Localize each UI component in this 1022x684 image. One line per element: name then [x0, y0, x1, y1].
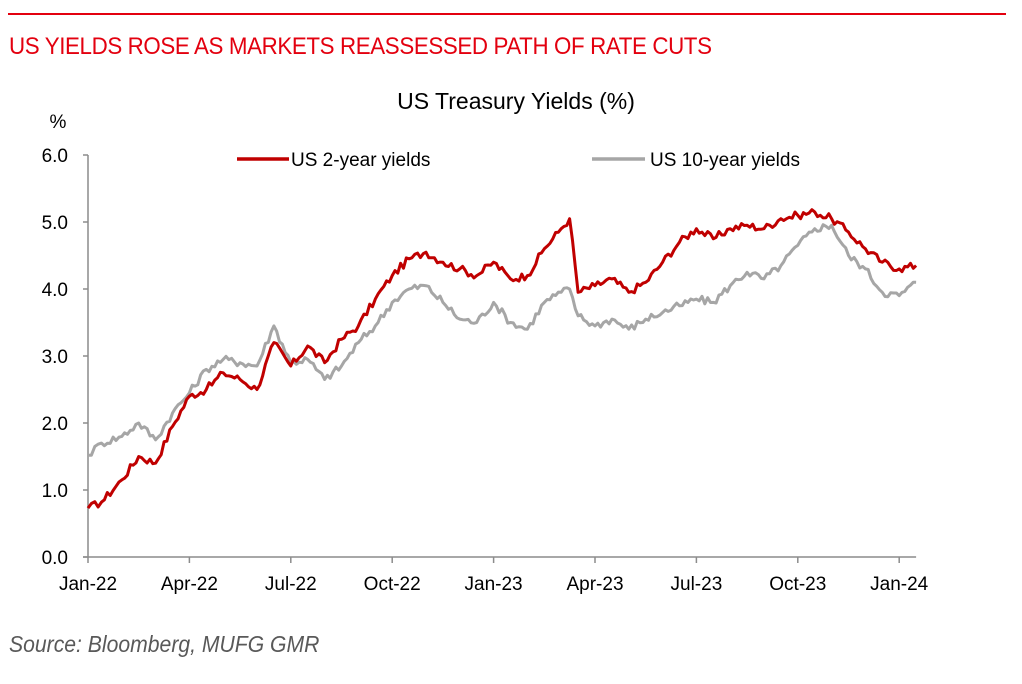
x-tick-label: Jan-22 [59, 574, 117, 595]
x-tick-label: Oct-23 [769, 574, 826, 595]
x-tick-label: Apr-23 [566, 574, 623, 595]
top-rule [8, 13, 1006, 15]
source-note: Source: Bloomberg, MUFG GMR [9, 631, 320, 657]
chart-title: US Treasury Yields (%) [397, 88, 635, 114]
series-line-2y [86, 208, 918, 509]
x-tick-label: Jan-23 [465, 574, 523, 595]
y-tick-label: 2.0 [42, 414, 68, 435]
x-tick-label: Jul-22 [265, 574, 317, 595]
legend-label-10y: US 10-year yields [650, 150, 800, 171]
y-tick-label: 3.0 [42, 347, 68, 368]
y-axis: 0.0 1.0 2.0 3.0 4.0 5.0 6.0 [42, 146, 89, 569]
x-tick-label: Jan-24 [870, 574, 929, 595]
x-tick-label: Apr-22 [161, 574, 218, 595]
x-tick-label: Oct-22 [364, 574, 421, 595]
y-tick-label: 5.0 [42, 213, 68, 234]
series-layer [86, 208, 918, 509]
y-axis-label: % [50, 112, 67, 133]
headline: US YIELDS ROSE AS MARKETS REASSESSED PAT… [9, 33, 712, 60]
series-line-10y [88, 223, 917, 457]
legend-label-2y: US 2-year yields [291, 150, 430, 171]
y-tick-label: 6.0 [42, 146, 68, 167]
legend: US 2-year yields US 10-year yields [237, 150, 800, 171]
y-tick-label: 0.0 [42, 548, 68, 569]
x-axis: Jan-22 Apr-22 Jul-22 Oct-22 Jan-23 Apr-23 Jul-… [59, 556, 929, 595]
x-tick-label: Jul-23 [671, 574, 723, 595]
y-tick-label: 4.0 [42, 280, 68, 301]
y-tick-label: 1.0 [42, 481, 68, 502]
